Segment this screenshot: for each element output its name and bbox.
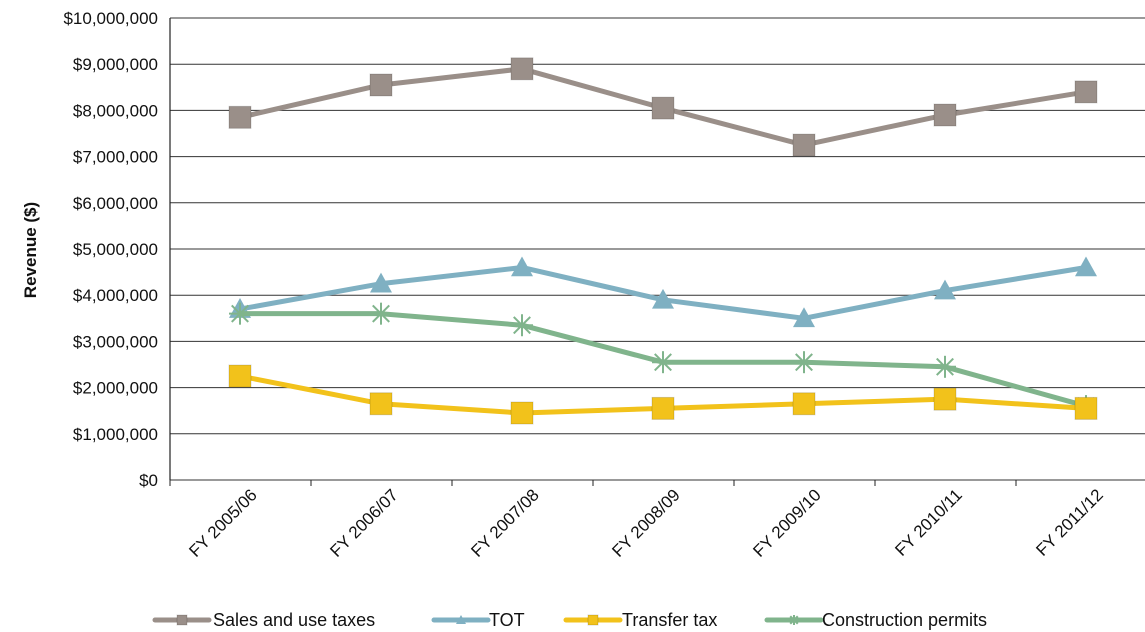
data-point <box>228 105 252 129</box>
data-point <box>229 302 251 325</box>
y-tick-labels: $0 $1,000,000 $2,000,000 $3,000,000 $4,000,0… <box>63 9 158 490</box>
legend-item: Construction permits <box>764 610 987 630</box>
data-point <box>511 256 533 277</box>
x-tick-label: FY 2010/11 <box>891 485 965 559</box>
data-point <box>510 57 534 81</box>
legend-label: Construction permits <box>822 610 987 630</box>
data-point <box>1074 80 1098 104</box>
legend: Sales and use taxes TOT Transfer tax Constr… <box>152 610 987 630</box>
data-point <box>934 355 956 378</box>
series-construction-permits <box>229 302 1097 418</box>
data-point <box>652 351 674 374</box>
series-tot <box>229 256 1097 328</box>
y-tick-label: $0 <box>139 471 158 490</box>
data-point <box>934 279 956 300</box>
data-point <box>228 364 252 388</box>
legend-item: Transfer tax <box>563 610 717 630</box>
y-axis-label: Revenue ($) <box>21 202 40 298</box>
data-point <box>792 133 816 157</box>
data-point <box>792 392 816 416</box>
legend-label: Transfer tax <box>622 610 717 630</box>
legend-label: TOT <box>489 610 525 630</box>
x-tick-label: FY 2009/10 <box>749 485 824 560</box>
legend-item: Sales and use taxes <box>152 610 375 630</box>
data-point <box>652 288 674 309</box>
data-point <box>789 615 799 625</box>
data-point <box>369 392 393 416</box>
data-point <box>933 387 957 411</box>
data-point <box>651 96 675 120</box>
data-point <box>370 272 392 293</box>
axes <box>169 18 1017 486</box>
x-tick-label: FY 2011/12 <box>1032 485 1106 559</box>
y-tick-label: $3,000,000 <box>73 332 158 351</box>
legend-label: Sales and use taxes <box>213 610 375 630</box>
data-point <box>510 401 534 425</box>
y-tick-label: $10,000,000 <box>63 9 158 28</box>
y-tick-label: $6,000,000 <box>73 194 158 213</box>
data-point <box>1074 396 1098 420</box>
legend-item: TOT <box>431 610 525 630</box>
x-tick-label: FY 2007/08 <box>467 485 542 560</box>
data-point <box>933 103 957 127</box>
data-point <box>651 396 675 420</box>
data-point <box>793 307 815 328</box>
data-point <box>793 351 815 374</box>
y-tick-label: $8,000,000 <box>73 101 158 120</box>
y-tick-label: $2,000,000 <box>73 379 158 398</box>
y-tick-label: $4,000,000 <box>73 286 158 305</box>
data-point <box>587 614 599 626</box>
x-tick-label: FY 2006/07 <box>326 485 401 560</box>
x-tick-labels: FY 2005/06 FY 2006/07 FY 2007/08 FY 2008/09… <box>185 485 1106 560</box>
y-tick-label: $1,000,000 <box>73 425 158 444</box>
series-transfer-tax <box>228 364 1098 425</box>
data-point <box>370 302 392 325</box>
x-tick-label: FY 2008/09 <box>608 485 683 560</box>
y-tick-label: $7,000,000 <box>73 148 158 167</box>
y-tick-label: $5,000,000 <box>73 240 158 259</box>
data-point <box>511 314 533 337</box>
y-tick-label: $9,000,000 <box>73 55 158 74</box>
data-point <box>369 73 393 97</box>
series-sales-and-use-taxes <box>228 57 1098 157</box>
data-point <box>1075 256 1097 277</box>
data-point <box>176 614 188 626</box>
x-tick-label: FY 2005/06 <box>185 485 260 560</box>
data-point <box>456 615 466 624</box>
series-lines <box>228 57 1098 425</box>
